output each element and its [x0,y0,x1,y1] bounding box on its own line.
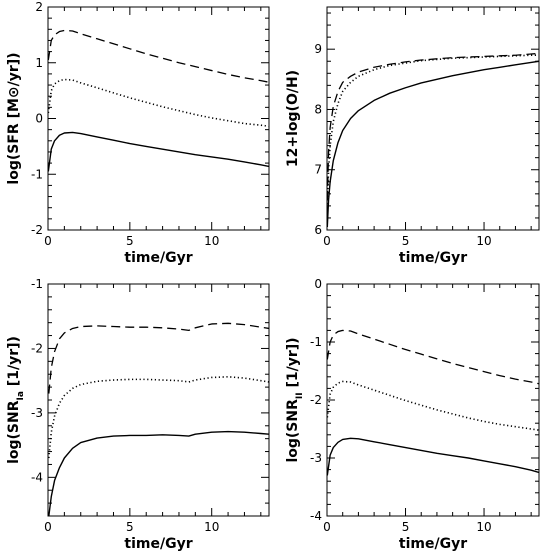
plot-frame [326,283,540,517]
x-axis-label: time/Gyr [124,250,192,266]
y-axis-label: log(SFR [M⊙/yr]) [6,52,22,184]
x-tick-label: 10 [204,234,219,248]
y-tick-label: -3 [310,451,322,465]
x-tick-label: 0 [323,520,331,534]
series-line-solid [48,430,269,516]
y-tick-label: 2 [35,0,43,14]
x-tick-label: 10 [204,520,219,534]
y-tick-label: 0 [35,112,43,126]
panel-snr-ii: 0 5 10 -4 -3 -2 -1 0 time/Gyr log(SNRII [1/yr]) [285,277,540,552]
series-line-dotted [327,380,539,431]
plot-frame [326,6,540,231]
series-line-dashed [48,322,269,394]
x-tick-label: 10 [476,520,491,534]
y-tick-label: 7 [314,163,322,177]
x-axis-label: time/Gyr [124,536,192,552]
series-line-solid [48,131,269,172]
y-tick-label: 8 [314,102,322,116]
y-tick-label: 0 [314,277,322,291]
series-line-dotted [48,78,269,128]
y-tick-label: -4 [31,470,43,484]
y-tick-label: 9 [314,42,322,56]
y-tick-label: -2 [31,341,43,355]
x-tick-label: 5 [402,234,410,248]
series-line-dashed [327,329,539,385]
y-tick-label: 1 [35,56,43,70]
x-axis-label: time/Gyr [399,536,467,552]
x-tick-label: 0 [44,234,52,248]
plot-frame [47,283,270,517]
x-tick-label: 10 [476,234,491,248]
panel-sfr: 0 5 10 -2 -1 0 1 2 time/Gyr log(SFR [M⊙/yr]) [6,0,270,266]
series-line-dotted [327,54,539,212]
series-line-dotted [48,375,269,459]
y-tick-label: 6 [314,223,322,237]
x-tick-label: 0 [44,520,52,534]
y-tick-label: -1 [31,167,43,181]
y-tick-label: -1 [31,277,43,291]
x-tick-label: 0 [323,234,331,248]
y-tick-label: -2 [310,393,322,407]
y-axis-label: log(SNRIa [1/yr]) [6,336,26,464]
x-tick-label: 5 [126,234,134,248]
y-tick-label: -2 [31,223,43,237]
y-axis-label: 12+log(O/H) [285,70,301,167]
x-tick-label: 5 [126,520,134,534]
panel-oxygen-abundance: 0 5 10 6 7 8 9 time/Gyr 12+log(O/H) [285,6,540,266]
y-axis-label: log(SNRII [1/yr]) [285,337,305,462]
y-tick-label: -3 [31,406,43,420]
series-line-solid [327,60,539,228]
x-tick-label: 5 [402,520,410,534]
y-tick-label: -4 [310,509,322,523]
plot-frame [47,6,270,231]
series-line-solid [327,437,539,476]
series-line-dashed [48,29,269,83]
y-tick-label: -1 [310,335,322,349]
panel-snr-ia: 0 5 10 -4 -3 -2 -1 time/Gyr log(SNRIa [1/yr]) [6,277,270,552]
x-axis-label: time/Gyr [399,250,467,266]
